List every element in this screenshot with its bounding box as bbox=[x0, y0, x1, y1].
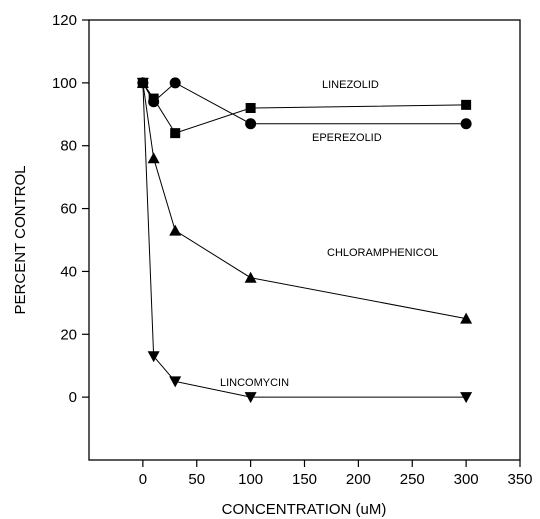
data-point-linezolid bbox=[461, 99, 472, 110]
y-axis-label: PERCENT CONTROL bbox=[12, 166, 29, 315]
y-tick-label: 40 bbox=[60, 263, 77, 280]
series-line-linezolid bbox=[142, 82, 467, 134]
y-axis: 0 20 40 60 80 100 120 bbox=[52, 12, 89, 406]
data-point-chloramphenicol bbox=[169, 224, 182, 236]
data-point-lincomycin bbox=[244, 392, 257, 404]
y-tick-label: 60 bbox=[60, 201, 77, 218]
annotation-linezolid: LINEZOLID bbox=[322, 79, 379, 91]
data-point-lincomycin bbox=[460, 392, 473, 404]
data-point-lincomycin bbox=[169, 376, 182, 388]
series-markers bbox=[136, 76, 473, 404]
data-point-lincomycin bbox=[147, 351, 160, 363]
annotation-eperezolid: EPEREZOLID bbox=[312, 132, 382, 144]
data-point-eperezolid bbox=[148, 96, 160, 108]
plot-frame bbox=[88, 19, 521, 461]
series-line-eperezolid bbox=[142, 82, 467, 125]
annotation-lincomycin: LINCOMYCIN bbox=[220, 377, 289, 389]
annotations: LINEZOLID EPEREZOLID CHLORAMPHENICOL LIN… bbox=[220, 79, 438, 389]
data-point-chloramphenicol bbox=[460, 312, 473, 324]
series-line-chloramphenicol bbox=[142, 82, 467, 320]
x-axis: 0 50 100 150 200 250 300 350 bbox=[139, 460, 533, 488]
x-tick-label: 150 bbox=[292, 471, 317, 488]
series-line-lincomycin bbox=[142, 82, 467, 398]
y-tick-label: 20 bbox=[60, 326, 77, 343]
data-point-eperezolid bbox=[460, 118, 472, 130]
y-tick-label: 80 bbox=[60, 138, 77, 155]
data-point-eperezolid bbox=[169, 77, 181, 89]
data-point-chloramphenicol bbox=[244, 271, 257, 283]
x-tick-label: 250 bbox=[400, 471, 425, 488]
x-tick-label: 100 bbox=[238, 471, 263, 488]
x-tick-label: 200 bbox=[346, 471, 371, 488]
y-tick-label: 120 bbox=[52, 12, 77, 29]
series-lines bbox=[142, 82, 467, 398]
data-point-eperezolid bbox=[245, 118, 257, 130]
x-axis-label: CONCENTRATION (uM) bbox=[222, 501, 387, 518]
data-point-linezolid bbox=[245, 103, 256, 113]
data-point-chloramphenicol bbox=[147, 152, 160, 164]
annotation-chloramphenicol: CHLORAMPHENICOL bbox=[327, 247, 438, 259]
x-tick-label: 300 bbox=[454, 471, 479, 488]
x-tick-label: 50 bbox=[188, 471, 205, 488]
y-tick-label: 100 bbox=[52, 75, 77, 92]
y-tick-label: 0 bbox=[69, 389, 77, 406]
data-point-linezolid bbox=[170, 128, 181, 139]
data-point-lincomycin bbox=[136, 77, 149, 89]
x-tick-label: 350 bbox=[507, 471, 532, 488]
x-tick-label: 0 bbox=[139, 471, 147, 488]
